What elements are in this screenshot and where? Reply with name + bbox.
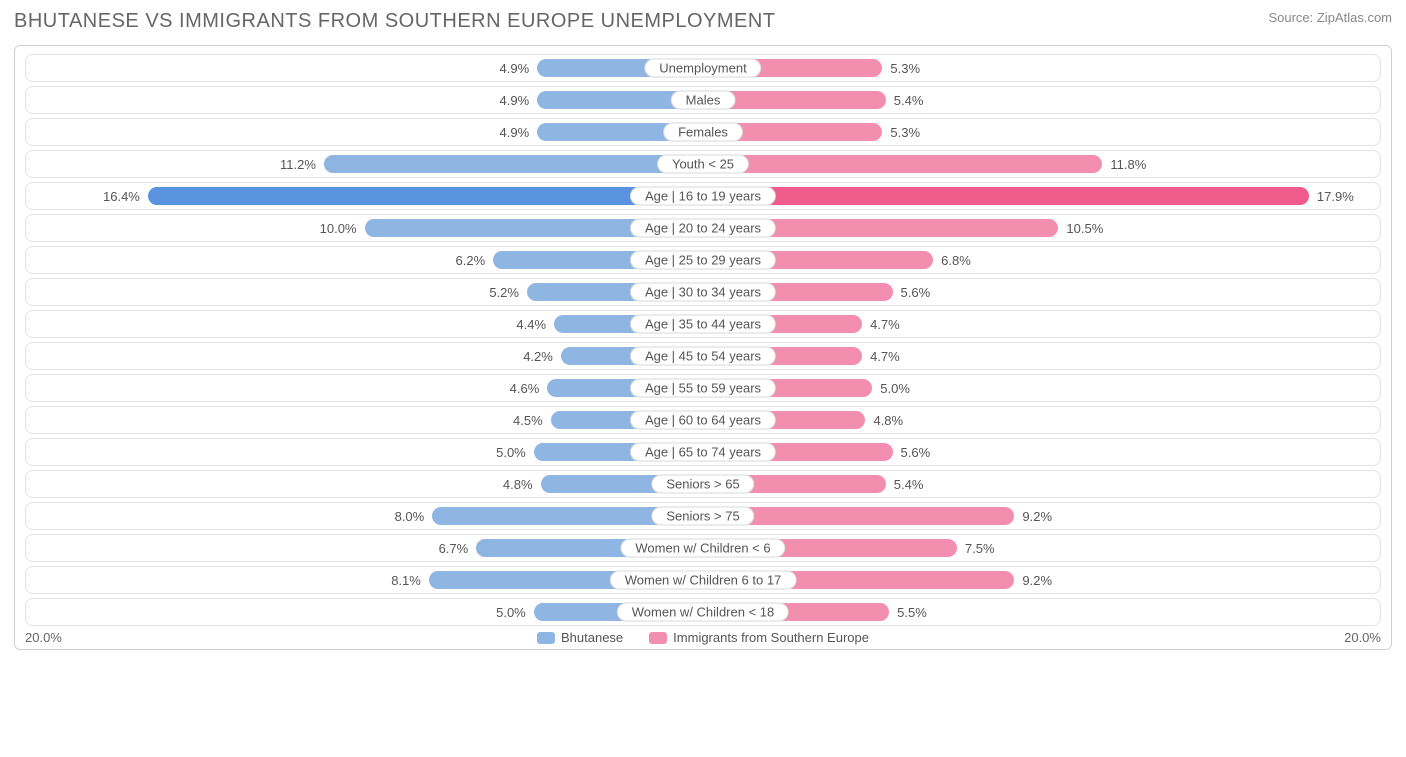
pct-right: 7.5% — [959, 535, 995, 561]
pct-right: 11.8% — [1104, 151, 1146, 177]
pct-right: 6.8% — [935, 247, 971, 273]
pct-right: 5.6% — [895, 279, 931, 305]
legend-swatch-left — [537, 632, 555, 644]
category-label: Age | 45 to 54 years — [630, 347, 776, 366]
category-label: Age | 16 to 19 years — [630, 187, 776, 206]
pct-left: 5.0% — [496, 599, 532, 625]
category-label: Age | 60 to 64 years — [630, 411, 776, 430]
pct-left: 6.7% — [439, 535, 475, 561]
pct-right: 9.2% — [1016, 503, 1052, 529]
pct-right: 5.0% — [874, 375, 910, 401]
chart-row: 4.8% 5.4% Seniors > 65 — [25, 470, 1381, 498]
chart-source: Source: ZipAtlas.com — [1268, 10, 1392, 25]
pct-right: 5.4% — [888, 87, 924, 113]
category-label: Age | 30 to 34 years — [630, 283, 776, 302]
chart-header: BHUTANESE VS IMMIGRANTS FROM SOUTHERN EU… — [14, 10, 1392, 33]
axis-row: 20.0% Bhutanese Immigrants from Southern… — [25, 630, 1381, 645]
pct-left: 11.2% — [280, 151, 322, 177]
legend-swatch-right — [649, 632, 667, 644]
category-label: Women w/ Children < 18 — [617, 603, 789, 622]
chart-title: BHUTANESE VS IMMIGRANTS FROM SOUTHERN EU… — [14, 10, 776, 33]
category-label: Females — [663, 123, 743, 142]
chart-row: 10.0% 10.5% Age | 20 to 24 years — [25, 214, 1381, 242]
category-label: Women w/ Children 6 to 17 — [610, 571, 797, 590]
pct-right: 4.7% — [864, 311, 900, 337]
category-label: Age | 25 to 29 years — [630, 251, 776, 270]
category-label: Age | 20 to 24 years — [630, 219, 776, 238]
category-label: Age | 35 to 44 years — [630, 315, 776, 334]
pct-left: 8.0% — [395, 503, 431, 529]
pct-right: 9.2% — [1016, 567, 1052, 593]
pct-right: 17.9% — [1311, 183, 1354, 209]
chart-row: 8.0% 9.2% Seniors > 75 — [25, 502, 1381, 530]
chart-row: 8.1% 9.2% Women w/ Children 6 to 17 — [25, 566, 1381, 594]
legend: Bhutanese Immigrants from Southern Europ… — [537, 630, 869, 645]
chart-row: 5.0% 5.6% Age | 65 to 74 years — [25, 438, 1381, 466]
chart-row: 4.2% 4.7% Age | 45 to 54 years — [25, 342, 1381, 370]
pct-right: 10.5% — [1060, 215, 1103, 241]
pct-left: 4.2% — [523, 343, 559, 369]
category-label: Age | 55 to 59 years — [630, 379, 776, 398]
pct-left: 4.6% — [510, 375, 546, 401]
legend-item-right: Immigrants from Southern Europe — [649, 630, 869, 645]
bar-left — [324, 155, 703, 173]
pct-left: 4.4% — [516, 311, 552, 337]
pct-left: 10.0% — [320, 215, 363, 241]
pct-left: 16.4% — [103, 183, 146, 209]
chart-row: 4.9% 5.3% Females — [25, 118, 1381, 146]
bar-right — [703, 155, 1102, 173]
category-label: Age | 65 to 74 years — [630, 443, 776, 462]
pct-left: 4.9% — [500, 55, 536, 81]
pct-left: 4.9% — [500, 119, 536, 145]
pct-right: 5.3% — [884, 55, 920, 81]
pct-right: 4.8% — [867, 407, 903, 433]
pct-left: 8.1% — [391, 567, 427, 593]
pct-right: 5.5% — [891, 599, 927, 625]
category-label: Seniors > 65 — [651, 475, 754, 494]
chart-frame: 4.9% 5.3% Unemployment 4.9% 5.4% Males 4.9% 5.3… — [14, 45, 1392, 650]
category-label: Women w/ Children < 6 — [620, 539, 785, 558]
pct-left: 4.8% — [503, 471, 539, 497]
pct-right: 4.7% — [864, 343, 900, 369]
legend-label-left: Bhutanese — [561, 630, 623, 645]
pct-right: 5.3% — [884, 119, 920, 145]
chart-row: 5.2% 5.6% Age | 30 to 34 years — [25, 278, 1381, 306]
axis-left-label: 20.0% — [25, 630, 62, 645]
legend-item-left: Bhutanese — [537, 630, 623, 645]
pct-left: 5.0% — [496, 439, 532, 465]
category-label: Seniors > 75 — [651, 507, 754, 526]
legend-label-right: Immigrants from Southern Europe — [673, 630, 869, 645]
bar-right — [703, 187, 1309, 205]
rows-container: 4.9% 5.3% Unemployment 4.9% 5.4% Males 4.9% 5.3… — [25, 54, 1381, 626]
axis-right-label: 20.0% — [1344, 630, 1381, 645]
category-label: Youth < 25 — [657, 155, 749, 174]
chart-row: 4.4% 4.7% Age | 35 to 44 years — [25, 310, 1381, 338]
category-label: Unemployment — [644, 59, 761, 78]
pct-left: 4.9% — [500, 87, 536, 113]
pct-right: 5.6% — [895, 439, 931, 465]
chart-row: 5.0% 5.5% Women w/ Children < 18 — [25, 598, 1381, 626]
chart-row: 4.5% 4.8% Age | 60 to 64 years — [25, 406, 1381, 434]
pct-left: 6.2% — [456, 247, 492, 273]
chart-row: 16.4% 17.9% Age | 16 to 19 years — [25, 182, 1381, 210]
chart-row: 4.9% 5.3% Unemployment — [25, 54, 1381, 82]
pct-left: 5.2% — [489, 279, 525, 305]
chart-row: 11.2% 11.8% Youth < 25 — [25, 150, 1381, 178]
pct-right: 5.4% — [888, 471, 924, 497]
bar-left — [148, 187, 703, 205]
category-label: Males — [671, 91, 736, 110]
chart-row: 6.2% 6.8% Age | 25 to 29 years — [25, 246, 1381, 274]
pct-left: 4.5% — [513, 407, 549, 433]
chart-row: 4.6% 5.0% Age | 55 to 59 years — [25, 374, 1381, 402]
chart-row: 6.7% 7.5% Women w/ Children < 6 — [25, 534, 1381, 562]
chart-row: 4.9% 5.4% Males — [25, 86, 1381, 114]
